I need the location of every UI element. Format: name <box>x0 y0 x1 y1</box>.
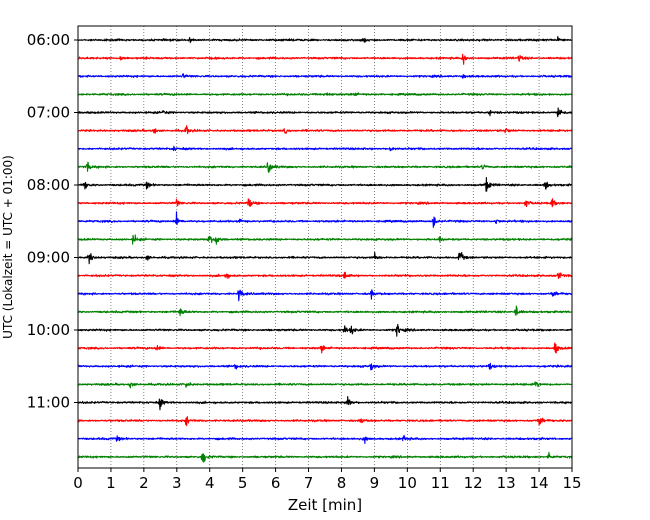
trace-1115 <box>77 416 573 427</box>
trace-0930 <box>77 289 573 302</box>
x-tick-label: 15 <box>562 474 581 492</box>
y-tick-label: 09:00 <box>27 249 70 267</box>
x-tick-label: 4 <box>205 474 215 492</box>
y-axis-ticks: 06:00 07:00 08:00 09:00 10:00 11:00 <box>27 31 78 412</box>
x-tick-label: 11 <box>431 474 450 492</box>
trace-0800 <box>77 177 573 192</box>
x-tick-label: 10 <box>398 474 417 492</box>
x-tick-label: 3 <box>172 474 182 492</box>
y-tick-label: 08:00 <box>27 176 70 194</box>
x-axis-label: Zeit [min] <box>288 496 362 514</box>
trace-1030 <box>77 362 573 371</box>
trace-0630 <box>77 73 573 79</box>
trace-0700 <box>77 107 573 118</box>
trace-1100 <box>77 395 573 411</box>
y-tick-label: 11:00 <box>27 394 70 412</box>
trace-0645 <box>77 92 573 97</box>
trace-1000 <box>77 323 573 337</box>
x-tick-label: 6 <box>271 474 281 492</box>
x-tick-label: 13 <box>497 474 516 492</box>
x-tick-label: 14 <box>530 474 549 492</box>
y-axis-label: UTC (Lokalzeit = UTC + 01:00) <box>1 155 15 339</box>
trace-0900 <box>77 251 573 265</box>
trace-0730 <box>77 145 573 152</box>
trace-1130 <box>77 434 573 444</box>
trace-0815 <box>77 198 573 208</box>
trace-0830 <box>77 211 573 228</box>
y-tick-label: 10:00 <box>27 321 70 339</box>
seismic-traces <box>77 35 573 463</box>
x-tick-label: 9 <box>370 474 380 492</box>
trace-0600 <box>77 35 573 44</box>
trace-1015 <box>77 342 573 354</box>
plot-frame <box>77 25 573 469</box>
trace-0945 <box>77 305 573 317</box>
trace-0715 <box>77 125 573 135</box>
trace-0745 <box>77 161 573 173</box>
trace-1045 <box>77 381 573 389</box>
x-tick-label: 2 <box>139 474 149 492</box>
trace-0615 <box>77 53 573 65</box>
x-tick-label: 12 <box>464 474 483 492</box>
x-axis-ticks: 0 1 2 3 4 5 6 7 8 9 10 11 12 13 14 15 <box>73 468 582 492</box>
y-tick-label: 07:00 <box>27 104 70 122</box>
trace-0845 <box>77 234 573 245</box>
trace-0915 <box>77 271 573 279</box>
x-tick-label: 8 <box>337 474 347 492</box>
x-tick-label: 7 <box>304 474 314 492</box>
x-tick-label: 0 <box>73 474 83 492</box>
x-tick-label: 5 <box>238 474 248 492</box>
trace-1145 <box>77 451 573 463</box>
y-tick-label: 06:00 <box>27 31 70 49</box>
x-tick-label: 1 <box>106 474 116 492</box>
